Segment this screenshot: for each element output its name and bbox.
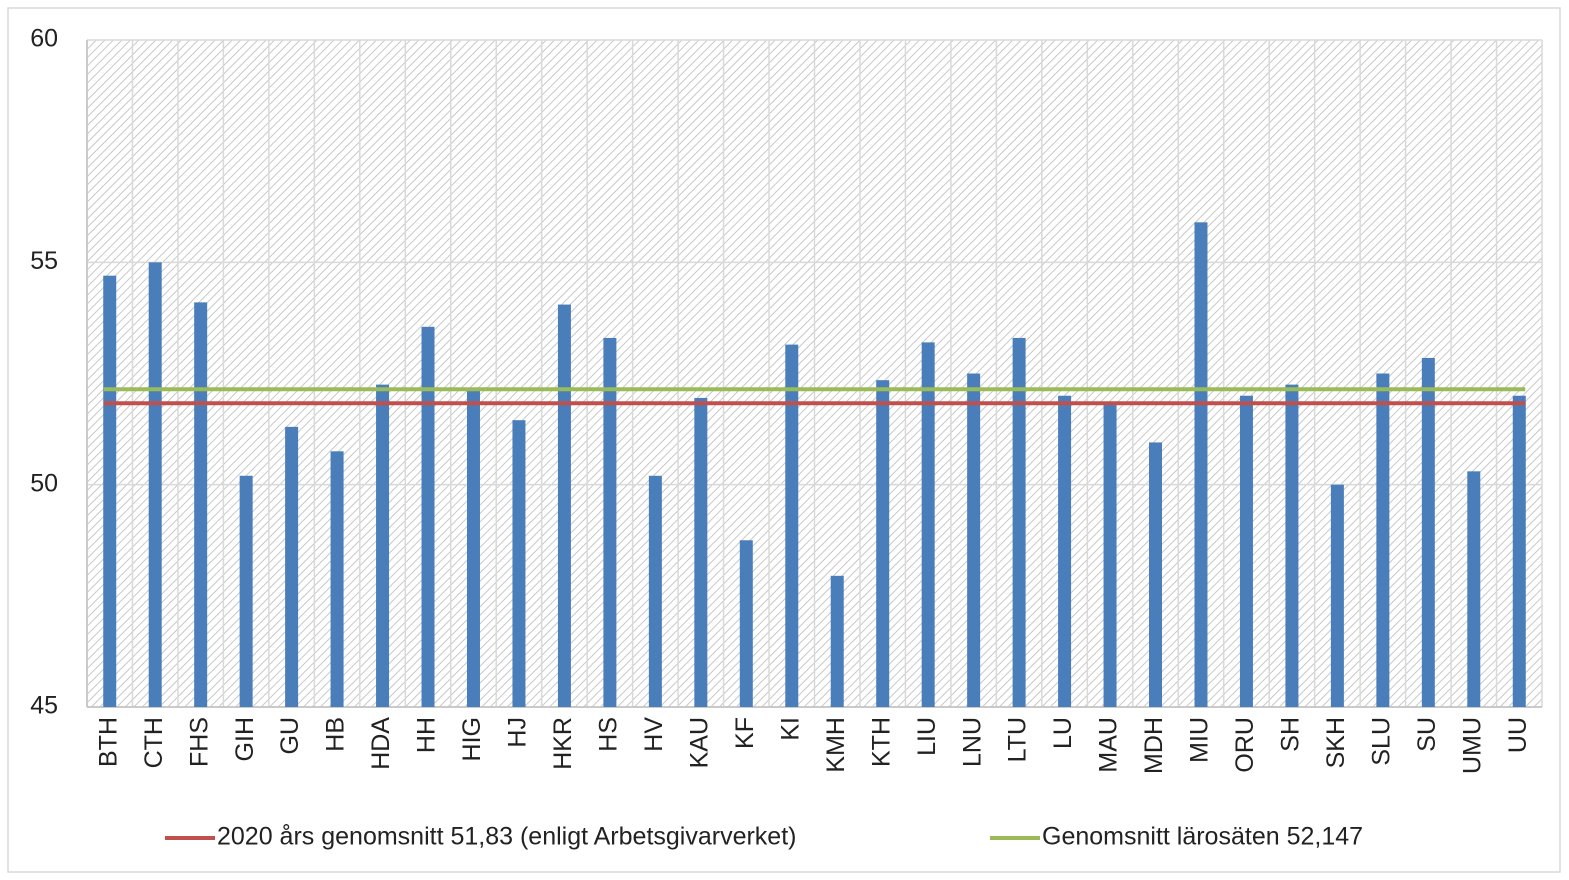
x-tick-label: HJ bbox=[504, 717, 532, 748]
x-tick-label: KF bbox=[731, 717, 759, 749]
bar bbox=[1467, 471, 1481, 707]
x-tick-label: LIU bbox=[913, 717, 941, 756]
x-tick-label: HDA bbox=[367, 717, 395, 770]
x-tick-label: LNU bbox=[958, 717, 986, 767]
bar bbox=[1012, 337, 1026, 707]
bar bbox=[1103, 402, 1117, 707]
bar bbox=[1421, 357, 1435, 707]
x-tick-label: FHS bbox=[185, 717, 213, 767]
bar bbox=[830, 575, 844, 707]
x-tick-label: LU bbox=[1049, 717, 1077, 749]
bar bbox=[1149, 442, 1163, 707]
x-tick-label: SH bbox=[1277, 717, 1305, 752]
x-tick-label: SKH bbox=[1322, 717, 1350, 768]
x-tick-label: MIU bbox=[1186, 717, 1214, 763]
bar bbox=[512, 420, 526, 707]
legend-label: 2020 års genomsnitt 51,83 (enligt Arbets… bbox=[217, 823, 796, 851]
bar bbox=[648, 475, 662, 707]
bar bbox=[1376, 373, 1390, 707]
bar bbox=[148, 262, 162, 707]
x-tick-label: CTH bbox=[140, 717, 168, 768]
x-tick-label: GIH bbox=[231, 717, 259, 761]
y-tick-label: 50 bbox=[30, 469, 58, 497]
bar bbox=[466, 389, 480, 707]
x-tick-label: LTU bbox=[1004, 717, 1032, 762]
y-tick-label: 60 bbox=[30, 25, 58, 53]
x-tick-label: UU bbox=[1504, 717, 1532, 753]
x-tick-label: KAU bbox=[685, 717, 713, 768]
x-tick-label: MDH bbox=[1140, 717, 1168, 774]
bar bbox=[330, 451, 344, 707]
bar bbox=[376, 384, 390, 707]
x-tick-label: SU bbox=[1413, 717, 1441, 752]
bar bbox=[1058, 395, 1072, 707]
x-tick-label: ORU bbox=[1231, 717, 1259, 773]
bar bbox=[739, 540, 753, 707]
bar bbox=[285, 426, 299, 707]
bar bbox=[421, 326, 435, 707]
x-tick-label: MAU bbox=[1095, 717, 1123, 773]
y-tick-label: 55 bbox=[30, 247, 58, 275]
bar bbox=[1330, 484, 1344, 707]
x-tick-label: KMH bbox=[822, 717, 850, 773]
x-tick-label: HH bbox=[413, 717, 441, 753]
x-tick-label: GU bbox=[276, 717, 304, 755]
bar bbox=[1285, 384, 1299, 707]
x-tick-label: SLU bbox=[1367, 717, 1395, 766]
x-tick-label: HS bbox=[595, 717, 623, 752]
bar bbox=[557, 304, 571, 707]
bar bbox=[967, 373, 981, 707]
x-tick-label: UMU bbox=[1458, 717, 1486, 774]
bar bbox=[876, 380, 890, 707]
bar bbox=[785, 344, 799, 707]
x-tick-label: BTH bbox=[94, 717, 122, 767]
x-tick-label: KTH bbox=[867, 717, 895, 767]
bar bbox=[694, 397, 708, 707]
bar bbox=[1194, 222, 1208, 707]
x-tick-label: HV bbox=[640, 717, 668, 752]
x-tick-label: KI bbox=[776, 717, 804, 741]
bar bbox=[603, 337, 617, 707]
bar bbox=[1239, 395, 1253, 707]
bar bbox=[103, 275, 117, 707]
y-tick-label: 45 bbox=[30, 692, 58, 720]
legend-label: Genomsnitt lärosäten 52,147 bbox=[1042, 823, 1363, 851]
bar bbox=[1512, 395, 1526, 707]
x-tick-label: HB bbox=[322, 717, 350, 752]
bar bbox=[921, 342, 935, 707]
x-tick-label: HIG bbox=[458, 717, 486, 761]
bar bbox=[239, 475, 253, 707]
bar bbox=[194, 302, 208, 707]
chart-border bbox=[7, 7, 1561, 873]
x-tick-label: HKR bbox=[549, 717, 577, 770]
